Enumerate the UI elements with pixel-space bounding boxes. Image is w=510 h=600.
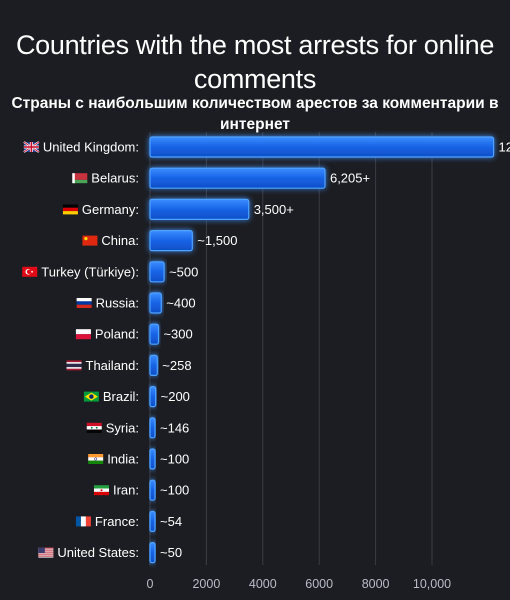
turkey-flag-icon bbox=[22, 266, 38, 277]
category-label: China: bbox=[101, 233, 139, 248]
bar bbox=[149, 448, 156, 470]
category-label: United Kingdom: bbox=[43, 140, 139, 155]
x-tick-label: 10,000 bbox=[413, 577, 451, 591]
uk-flag-icon bbox=[23, 141, 40, 153]
bar bbox=[149, 323, 160, 345]
category-label: Thailand: bbox=[86, 358, 139, 373]
chart-subtitle: Страны с наибольшим количеством арестов … bbox=[11, 95, 499, 133]
category-label: Turkey (Türkiye): bbox=[41, 264, 139, 279]
x-tick-label: 2000 bbox=[192, 577, 220, 591]
russia-flag-icon bbox=[76, 298, 92, 308]
bar bbox=[149, 230, 193, 252]
value-label: ~50 bbox=[160, 545, 182, 560]
value-label: ~146 bbox=[160, 420, 189, 435]
x-axis: 0 2000 4000 6000 8000 10,000 bbox=[147, 577, 452, 591]
belarus-flag-icon bbox=[72, 173, 88, 184]
category-label: France: bbox=[95, 514, 139, 529]
category-label: India: bbox=[107, 452, 139, 467]
value-label: ~100 bbox=[160, 452, 189, 467]
iran-flag-icon bbox=[93, 485, 109, 496]
bars-group bbox=[149, 136, 495, 564]
value-label: ~300 bbox=[163, 327, 192, 342]
bar bbox=[149, 510, 156, 532]
bar bbox=[149, 261, 165, 283]
syria-flag-icon bbox=[86, 422, 102, 433]
grid-lines bbox=[149, 132, 433, 565]
category-label: United States: bbox=[57, 545, 139, 560]
poland-flag-icon bbox=[75, 329, 91, 340]
bar bbox=[149, 354, 158, 376]
x-tick-label: 0 bbox=[147, 577, 154, 591]
value-label: 3,500+ bbox=[254, 202, 294, 217]
germany-flag-icon bbox=[62, 204, 78, 215]
bar bbox=[149, 479, 156, 501]
france-flag-icon bbox=[75, 516, 91, 527]
value-label: ~258 bbox=[162, 358, 191, 373]
bar bbox=[149, 417, 156, 439]
value-label: 12,183+ bbox=[499, 140, 510, 155]
x-tick-label: 6000 bbox=[305, 577, 333, 591]
x-tick-label: 8000 bbox=[362, 577, 390, 591]
china-flag-icon bbox=[82, 235, 98, 246]
value-label: ~54 bbox=[160, 514, 182, 529]
bar bbox=[149, 167, 326, 189]
category-label: Belarus: bbox=[91, 171, 139, 186]
category-label: Iran: bbox=[113, 483, 139, 498]
bar bbox=[149, 386, 157, 408]
bar bbox=[149, 541, 156, 564]
india-flag-icon bbox=[88, 454, 104, 464]
brazil-flag-icon bbox=[83, 391, 99, 402]
category-label: Poland: bbox=[95, 327, 139, 342]
value-label: ~400 bbox=[166, 296, 195, 311]
chart-title: Countries with the most arrests for onli… bbox=[15, 30, 495, 94]
usa-flag-icon bbox=[38, 547, 54, 558]
category-label: Germany: bbox=[82, 202, 139, 217]
category-label: Russia: bbox=[96, 296, 139, 311]
bar bbox=[149, 292, 162, 314]
bar bbox=[149, 198, 250, 220]
bar bbox=[149, 136, 495, 158]
category-label: Syria: bbox=[106, 420, 139, 435]
value-label: ~1,500 bbox=[197, 233, 237, 248]
value-label: ~500 bbox=[169, 264, 198, 279]
x-tick-label: 4000 bbox=[249, 577, 277, 591]
category-label: Brazil: bbox=[103, 389, 139, 404]
value-label: ~200 bbox=[161, 389, 190, 404]
thailand-flag-icon bbox=[66, 360, 82, 371]
value-label: 6,205+ bbox=[330, 171, 370, 186]
value-label: ~100 bbox=[160, 483, 189, 498]
labels-group: United Kingdom: 12,183+ Belarus: 6,205+ Germ… bbox=[22, 140, 510, 560]
